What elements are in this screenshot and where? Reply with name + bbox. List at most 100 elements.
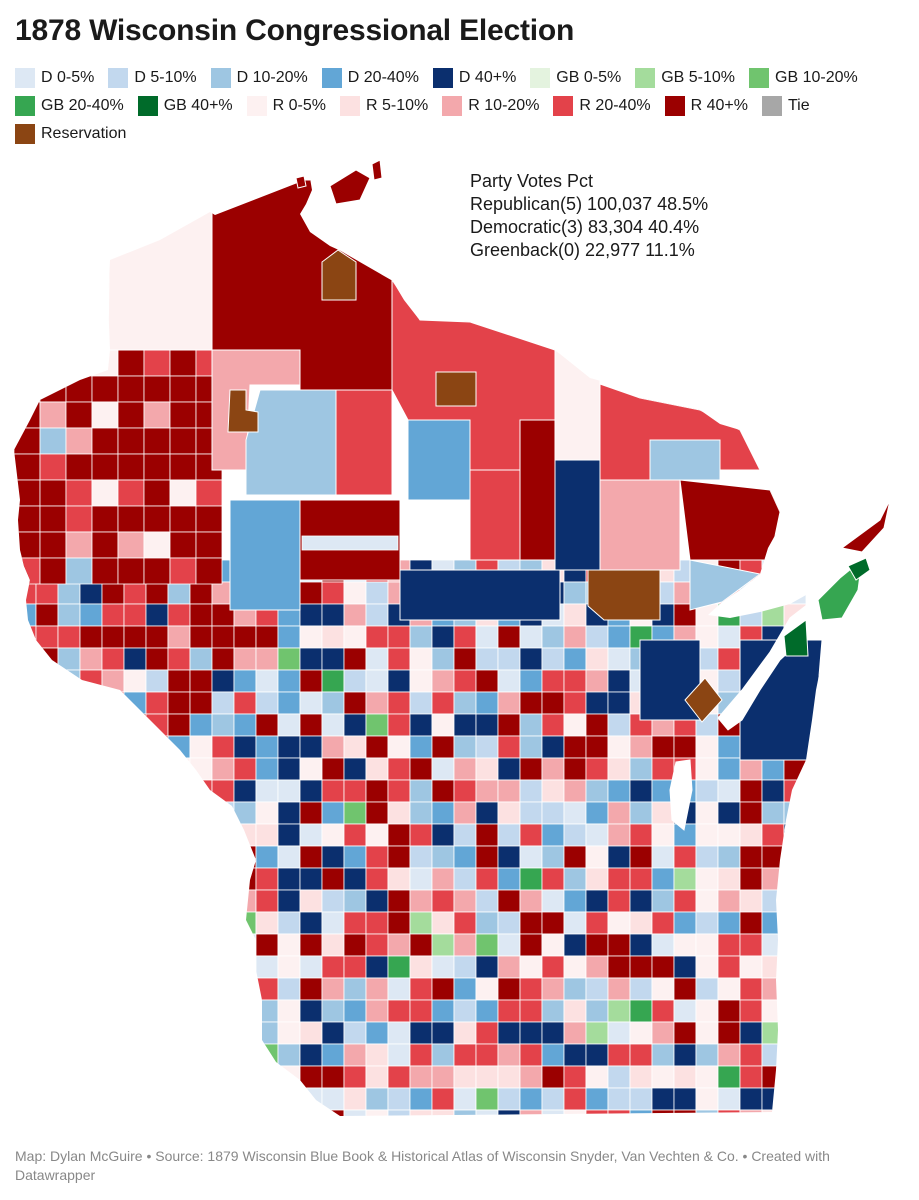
map-town — [321, 1109, 345, 1116]
map-town — [123, 1021, 147, 1045]
summary-row-greenback: Greenback(0) 22,977 11.1% — [470, 240, 695, 260]
map-town — [783, 1087, 807, 1111]
map-town — [761, 559, 785, 583]
reservation — [435, 371, 477, 407]
map-town — [123, 977, 147, 1001]
map-town — [143, 531, 171, 559]
map-town — [35, 867, 59, 891]
map-town — [431, 757, 455, 781]
map-town — [189, 691, 213, 715]
map-town — [563, 735, 587, 759]
map-town — [475, 867, 499, 891]
map-town — [629, 845, 653, 869]
map-town — [189, 845, 213, 869]
map-town — [497, 845, 521, 869]
map-town — [195, 479, 223, 507]
map-town — [233, 867, 257, 891]
map-town — [365, 1021, 389, 1045]
map-county — [847, 557, 871, 581]
map-town — [57, 845, 81, 869]
map-county — [211, 349, 301, 471]
map-town — [651, 735, 675, 759]
map-town — [321, 735, 345, 759]
map-town — [91, 505, 119, 533]
map-town — [387, 999, 411, 1023]
map-town — [761, 1109, 785, 1116]
map-town — [431, 691, 455, 715]
map-town — [14, 349, 41, 377]
map-town — [453, 691, 477, 715]
map-town — [475, 691, 499, 715]
map-town — [497, 999, 521, 1023]
map-town — [189, 977, 213, 1001]
map-town — [541, 1087, 565, 1111]
map-town — [57, 647, 81, 671]
legend-item: D 10-20% — [210, 68, 308, 88]
map-town — [387, 625, 411, 649]
map-town — [541, 845, 565, 869]
map-town — [783, 955, 807, 979]
map-town — [475, 1043, 499, 1067]
map-town — [167, 845, 191, 869]
map-town — [431, 845, 455, 869]
map-town — [35, 955, 59, 979]
map-town — [189, 1087, 213, 1111]
map-town — [189, 801, 213, 825]
map-town — [57, 911, 81, 935]
map-town — [277, 911, 301, 935]
map-town — [563, 1021, 587, 1045]
map-town — [79, 801, 103, 825]
map-town — [14, 479, 41, 507]
legend-label: R 10-20% — [468, 97, 540, 114]
map-town — [585, 1021, 609, 1045]
map-town — [563, 933, 587, 957]
map-town — [783, 999, 807, 1023]
map-town — [145, 867, 169, 891]
map-town — [475, 889, 499, 913]
map-town — [607, 933, 631, 957]
map-town — [299, 911, 323, 935]
map-county — [817, 558, 863, 621]
map-town — [123, 735, 147, 759]
map-county — [469, 469, 521, 561]
map-town — [519, 757, 543, 781]
map-town — [101, 603, 125, 627]
map-town — [607, 757, 631, 781]
map-town — [629, 823, 653, 847]
map-town — [167, 911, 191, 935]
map-town — [717, 1109, 741, 1116]
map-town — [563, 625, 587, 649]
map-town — [365, 647, 389, 671]
map-town — [585, 713, 609, 737]
map-town — [101, 581, 125, 605]
map-town — [629, 955, 653, 979]
map-town — [365, 823, 389, 847]
map-town — [519, 823, 543, 847]
map-town — [541, 713, 565, 737]
map-town — [79, 713, 103, 737]
map-town — [585, 691, 609, 715]
map-town — [101, 977, 125, 1001]
map-town — [365, 1109, 389, 1116]
map-town — [35, 691, 59, 715]
map-town — [585, 647, 609, 671]
summary-row-republican: Republican(5) 100,037 48.5% — [470, 194, 709, 214]
map-town — [14, 505, 41, 533]
map-town — [409, 1087, 433, 1111]
map-town — [169, 427, 197, 455]
map-town — [497, 933, 521, 957]
map-town — [629, 1021, 653, 1045]
map-town — [145, 647, 169, 671]
map-town — [695, 999, 719, 1023]
map-town — [101, 933, 125, 957]
map-town — [629, 867, 653, 891]
legend-label: R 5-10% — [366, 97, 429, 114]
map-town — [497, 977, 521, 1001]
legend-item: D 5-10% — [108, 68, 197, 88]
map-town — [211, 1109, 235, 1116]
map-town — [123, 669, 147, 693]
map-town — [143, 427, 171, 455]
map-town — [519, 845, 543, 869]
map-town — [101, 999, 125, 1023]
map-town — [607, 955, 631, 979]
